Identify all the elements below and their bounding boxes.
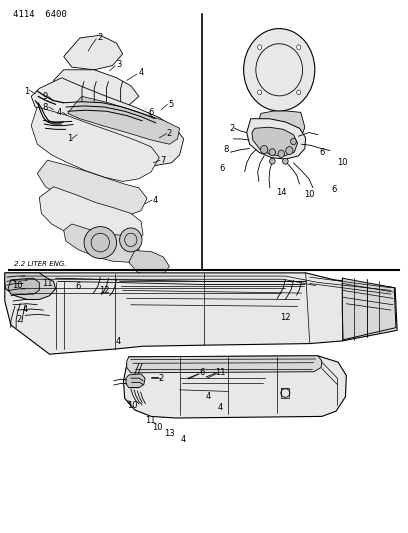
Ellipse shape [257,90,262,95]
Text: 12: 12 [280,312,290,321]
Text: 6: 6 [199,368,205,377]
Text: 2: 2 [16,315,22,324]
Text: 11: 11 [42,279,53,288]
Text: 10: 10 [337,158,348,167]
Text: 4: 4 [153,196,158,205]
Polygon shape [64,224,139,262]
Text: 10: 10 [152,423,162,432]
Text: 2: 2 [98,34,103,43]
Text: 2: 2 [159,374,164,383]
Polygon shape [342,278,396,340]
Polygon shape [5,273,397,354]
Text: 2.2 LITER ENG.: 2.2 LITER ENG. [14,261,66,266]
Polygon shape [129,251,169,277]
Polygon shape [252,127,297,156]
Text: 1: 1 [67,134,73,143]
Text: 9: 9 [43,92,48,101]
Text: 4: 4 [181,435,186,444]
Text: 11: 11 [145,416,155,425]
Polygon shape [258,110,305,136]
Polygon shape [8,278,39,294]
Polygon shape [64,35,123,70]
Text: 6: 6 [331,185,337,194]
Text: 13: 13 [164,430,175,439]
Text: 8: 8 [224,145,229,154]
Ellipse shape [278,150,284,158]
Polygon shape [31,78,184,165]
Text: 4114  6400: 4114 6400 [13,10,67,19]
Polygon shape [39,187,143,248]
Text: 3: 3 [116,60,121,69]
Ellipse shape [282,158,288,164]
Polygon shape [247,119,306,159]
Text: 1: 1 [24,86,30,95]
Text: 4: 4 [206,392,211,401]
Polygon shape [124,356,346,418]
Text: 6: 6 [319,148,325,157]
Text: 6: 6 [75,282,81,291]
Text: 7: 7 [161,156,166,165]
Ellipse shape [120,228,142,252]
Text: 4: 4 [57,108,62,117]
Ellipse shape [257,45,262,50]
Text: 6: 6 [220,164,225,173]
Text: 11: 11 [215,368,226,377]
Ellipse shape [261,146,268,154]
Ellipse shape [290,139,296,145]
Polygon shape [31,107,159,181]
Polygon shape [53,70,139,107]
Text: 2: 2 [167,129,172,138]
Ellipse shape [297,45,301,50]
Text: 4: 4 [116,337,121,346]
Text: 4: 4 [217,403,223,412]
Text: 8: 8 [43,102,48,111]
Polygon shape [126,374,145,387]
Polygon shape [5,273,55,300]
Text: 10: 10 [304,190,315,199]
Text: 10: 10 [128,401,138,410]
Text: 2: 2 [230,124,235,133]
Text: 4: 4 [22,304,28,313]
Polygon shape [127,356,322,373]
Polygon shape [68,96,180,144]
Text: 10: 10 [12,280,22,289]
Polygon shape [37,160,147,216]
Text: 4: 4 [138,68,144,77]
Ellipse shape [244,29,315,111]
Ellipse shape [286,147,293,155]
Ellipse shape [269,158,275,164]
Ellipse shape [297,90,301,95]
Text: 6: 6 [149,108,154,117]
Text: 14: 14 [276,188,286,197]
Ellipse shape [269,149,275,156]
Text: 5: 5 [169,100,174,109]
Ellipse shape [84,227,117,259]
Text: 12: 12 [99,286,110,295]
